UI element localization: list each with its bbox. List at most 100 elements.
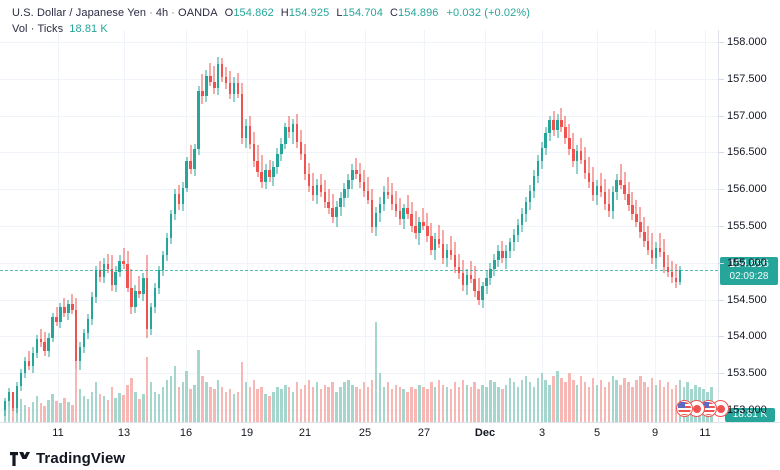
candlestick-bar [666,30,670,422]
candlestick-bar [662,30,666,422]
candlestick-bar [31,30,35,422]
volume-bar [272,391,275,422]
candlestick-bar [374,30,378,422]
volume-bar [244,382,248,422]
candlestick-bar [414,30,417,422]
time-axis[interactable]: 11 13 16 19 21 25 27 Dec 3 5 9 11 [0,422,780,444]
candlestick-bar [465,30,468,422]
horizontal-gridline [0,78,718,80]
current-price-badge[interactable]: 154.896 02:09:28 [720,257,778,286]
tradingview-wordmark: TradingView [36,450,126,467]
candlestick-bar [134,30,137,422]
candle-body [177,193,181,204]
volume-bar [213,389,216,422]
chart-plot-area[interactable] [0,30,718,422]
candlestick-bar [7,30,11,422]
close-number: 154.896 [398,7,439,19]
candle-body [106,264,109,269]
candlestick-bar [240,30,244,422]
volume-bar [493,382,496,422]
high-key: H [280,7,289,19]
chart-legend[interactable]: U.S. Dollar / Japanese Yen · 4h · OANDA … [12,6,530,36]
candlestick-bar [71,30,74,422]
candle-wick [470,261,472,284]
legend-volume-row[interactable]: Vol · Ticks 18.81 K [12,22,530,36]
candlestick-bar [532,30,536,422]
candlestick-bar [603,30,607,422]
volume-bar [520,380,524,422]
candle-wick [395,190,397,218]
candlestick-bar [15,30,19,422]
volume-bar [639,375,642,422]
open-value: O154.862 [225,6,274,20]
economic-event-us-1[interactable] [676,400,693,417]
volume-bar [339,387,342,422]
volume-bar [157,394,161,422]
volume-badge[interactable]: 18.81 K [725,408,775,422]
flag-jp-icon [690,402,703,415]
interval-label[interactable]: 4h [155,7,169,19]
volume-bar [355,387,358,422]
candle-body [595,186,599,196]
volume-bar [307,380,311,422]
candlestick-bar [599,30,603,422]
volume-bar [114,397,117,422]
candlestick-bar [520,30,524,422]
candle-body [205,75,208,97]
candlestick-bar [303,30,307,422]
tradingview-logo[interactable]: TradingView [10,450,125,467]
candlestick-bar [422,30,425,422]
chart-gridlines [0,30,718,422]
candle-body [576,150,579,162]
candle-wick [620,164,622,190]
candlestick-bar [516,30,520,422]
candle-body [39,339,42,343]
price-axis-label: 155.000 [727,256,767,269]
volume-bar [418,384,421,422]
exchange-label[interactable]: OANDA [178,7,218,19]
symbol-name[interactable]: U.S. Dollar / Japanese Yen [12,7,147,19]
candle-body [370,199,374,228]
candlestick-bar [78,30,82,422]
volume-bar [434,387,437,422]
candlestick-bar [27,30,31,422]
volume-bar [572,380,575,422]
candlestick-bar [260,30,263,422]
candlestick-bar [220,30,224,422]
volume-bar [217,380,220,422]
candle-body [232,83,236,94]
candle-body [623,184,626,194]
candle-body [497,251,500,260]
candle-wick [213,65,215,94]
candle-wick [458,253,460,279]
vertical-gridline [705,30,706,422]
volume-bar [607,382,611,422]
economic-event-us-2[interactable] [700,400,717,417]
volume-bar [453,382,457,422]
volume-bar [118,392,121,422]
volume-bar [366,387,370,422]
volume-bar [437,380,441,422]
candle-body [256,161,259,172]
candle-wick [667,255,669,278]
candlestick-bar [197,30,200,422]
candlestick-bar [556,30,559,422]
price-axis[interactable]: 154.896 02:09:28 18.81 K 158.000 157.500 1… [718,30,780,422]
volume-bar [169,375,173,422]
candlestick-bar [670,30,674,422]
candle-body [67,304,70,313]
volume-bar [236,391,240,422]
candle-body [201,90,204,97]
candlestick-bar [181,30,184,422]
candle-body [27,361,31,366]
volume-bar [382,387,386,422]
candle-body [78,346,82,362]
volume-bar [347,380,350,422]
price-axis-tick [719,373,724,375]
candle-body [323,192,326,203]
candlestick-bar [366,30,370,422]
candle-body [386,192,390,196]
candle-body [465,274,468,285]
candle-wick [438,224,440,249]
candle-body [173,193,177,215]
